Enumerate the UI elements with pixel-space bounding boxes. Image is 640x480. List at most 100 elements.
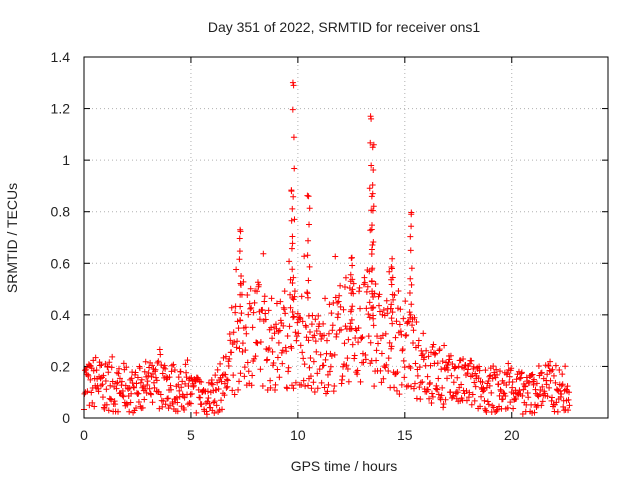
data-point bbox=[256, 316, 263, 323]
data-point bbox=[554, 408, 561, 415]
data-point bbox=[368, 278, 375, 285]
data-point bbox=[447, 352, 454, 359]
data-point bbox=[483, 409, 490, 416]
data-point bbox=[292, 379, 299, 386]
data-point bbox=[250, 309, 257, 316]
data-point bbox=[174, 408, 181, 415]
data-point bbox=[368, 193, 375, 200]
data-point bbox=[547, 358, 554, 365]
data-point bbox=[435, 375, 442, 382]
data-point bbox=[367, 139, 374, 146]
data-point bbox=[347, 271, 354, 278]
data-point bbox=[237, 303, 244, 310]
data-point bbox=[509, 378, 516, 385]
data-point bbox=[544, 393, 551, 400]
data-point bbox=[407, 275, 414, 282]
data-point bbox=[434, 360, 441, 367]
data-point bbox=[180, 393, 187, 400]
data-point bbox=[328, 310, 335, 317]
data-point bbox=[543, 381, 550, 388]
data-point bbox=[221, 380, 228, 387]
data-point bbox=[296, 314, 303, 321]
data-point bbox=[202, 400, 209, 407]
data-point bbox=[407, 311, 414, 318]
data-point bbox=[372, 281, 379, 288]
data-point bbox=[262, 310, 269, 317]
data-point bbox=[365, 311, 372, 318]
data-point bbox=[230, 372, 237, 379]
data-point bbox=[370, 239, 377, 246]
data-point bbox=[407, 365, 414, 372]
data-point bbox=[375, 340, 382, 347]
data-point bbox=[294, 310, 301, 317]
data-point bbox=[492, 374, 499, 381]
data-point bbox=[429, 393, 436, 400]
data-point bbox=[304, 252, 311, 259]
data-point bbox=[187, 400, 194, 407]
data-point bbox=[103, 401, 110, 408]
data-point bbox=[281, 288, 288, 295]
data-point bbox=[291, 288, 298, 295]
data-point bbox=[408, 223, 415, 230]
data-point bbox=[390, 296, 397, 303]
data-point bbox=[386, 268, 393, 275]
data-point bbox=[236, 345, 243, 352]
data-point bbox=[331, 382, 338, 389]
data-point bbox=[497, 368, 504, 375]
data-point bbox=[427, 379, 434, 386]
data-point bbox=[279, 360, 286, 367]
data-point bbox=[251, 299, 258, 306]
data-point bbox=[279, 347, 286, 354]
data-point bbox=[566, 389, 573, 396]
data-point bbox=[105, 407, 112, 414]
data-point bbox=[306, 263, 313, 270]
data-point bbox=[316, 366, 323, 373]
data-point bbox=[460, 356, 467, 363]
data-point bbox=[114, 369, 121, 376]
data-point bbox=[358, 335, 365, 342]
data-point bbox=[349, 303, 356, 310]
data-point bbox=[411, 380, 418, 387]
data-point bbox=[370, 322, 377, 329]
data-point bbox=[276, 374, 283, 381]
data-point bbox=[345, 336, 352, 343]
data-point bbox=[467, 373, 474, 380]
data-point bbox=[252, 353, 259, 360]
data-point bbox=[95, 388, 102, 395]
data-point bbox=[305, 312, 312, 319]
data-point bbox=[456, 384, 463, 391]
data-point bbox=[439, 358, 446, 365]
data-point bbox=[361, 279, 368, 286]
data-point bbox=[259, 382, 266, 389]
data-point bbox=[141, 368, 148, 375]
data-point bbox=[305, 337, 312, 344]
data-point bbox=[289, 294, 296, 301]
data-point bbox=[546, 367, 553, 374]
data-point bbox=[362, 356, 369, 363]
data-point bbox=[231, 339, 238, 346]
data-point bbox=[370, 294, 377, 301]
data-point bbox=[286, 323, 293, 330]
data-point bbox=[389, 255, 396, 262]
x-axis-label: GPS time / hours bbox=[291, 458, 398, 474]
data-point bbox=[257, 366, 264, 373]
data-point bbox=[341, 284, 348, 291]
data-point bbox=[149, 362, 156, 369]
data-point bbox=[168, 368, 175, 375]
data-point bbox=[363, 288, 370, 295]
data-point bbox=[408, 265, 415, 272]
data-point bbox=[346, 285, 353, 292]
data-point bbox=[284, 385, 291, 392]
data-point bbox=[217, 360, 224, 367]
data-point bbox=[298, 293, 305, 300]
data-point bbox=[241, 373, 248, 380]
data-point bbox=[445, 359, 452, 366]
data-point bbox=[500, 390, 507, 396]
data-point bbox=[539, 398, 546, 405]
data-point bbox=[242, 347, 249, 354]
data-point bbox=[182, 380, 189, 387]
data-point bbox=[479, 379, 486, 386]
data-point bbox=[322, 295, 329, 302]
data-point bbox=[223, 376, 230, 383]
